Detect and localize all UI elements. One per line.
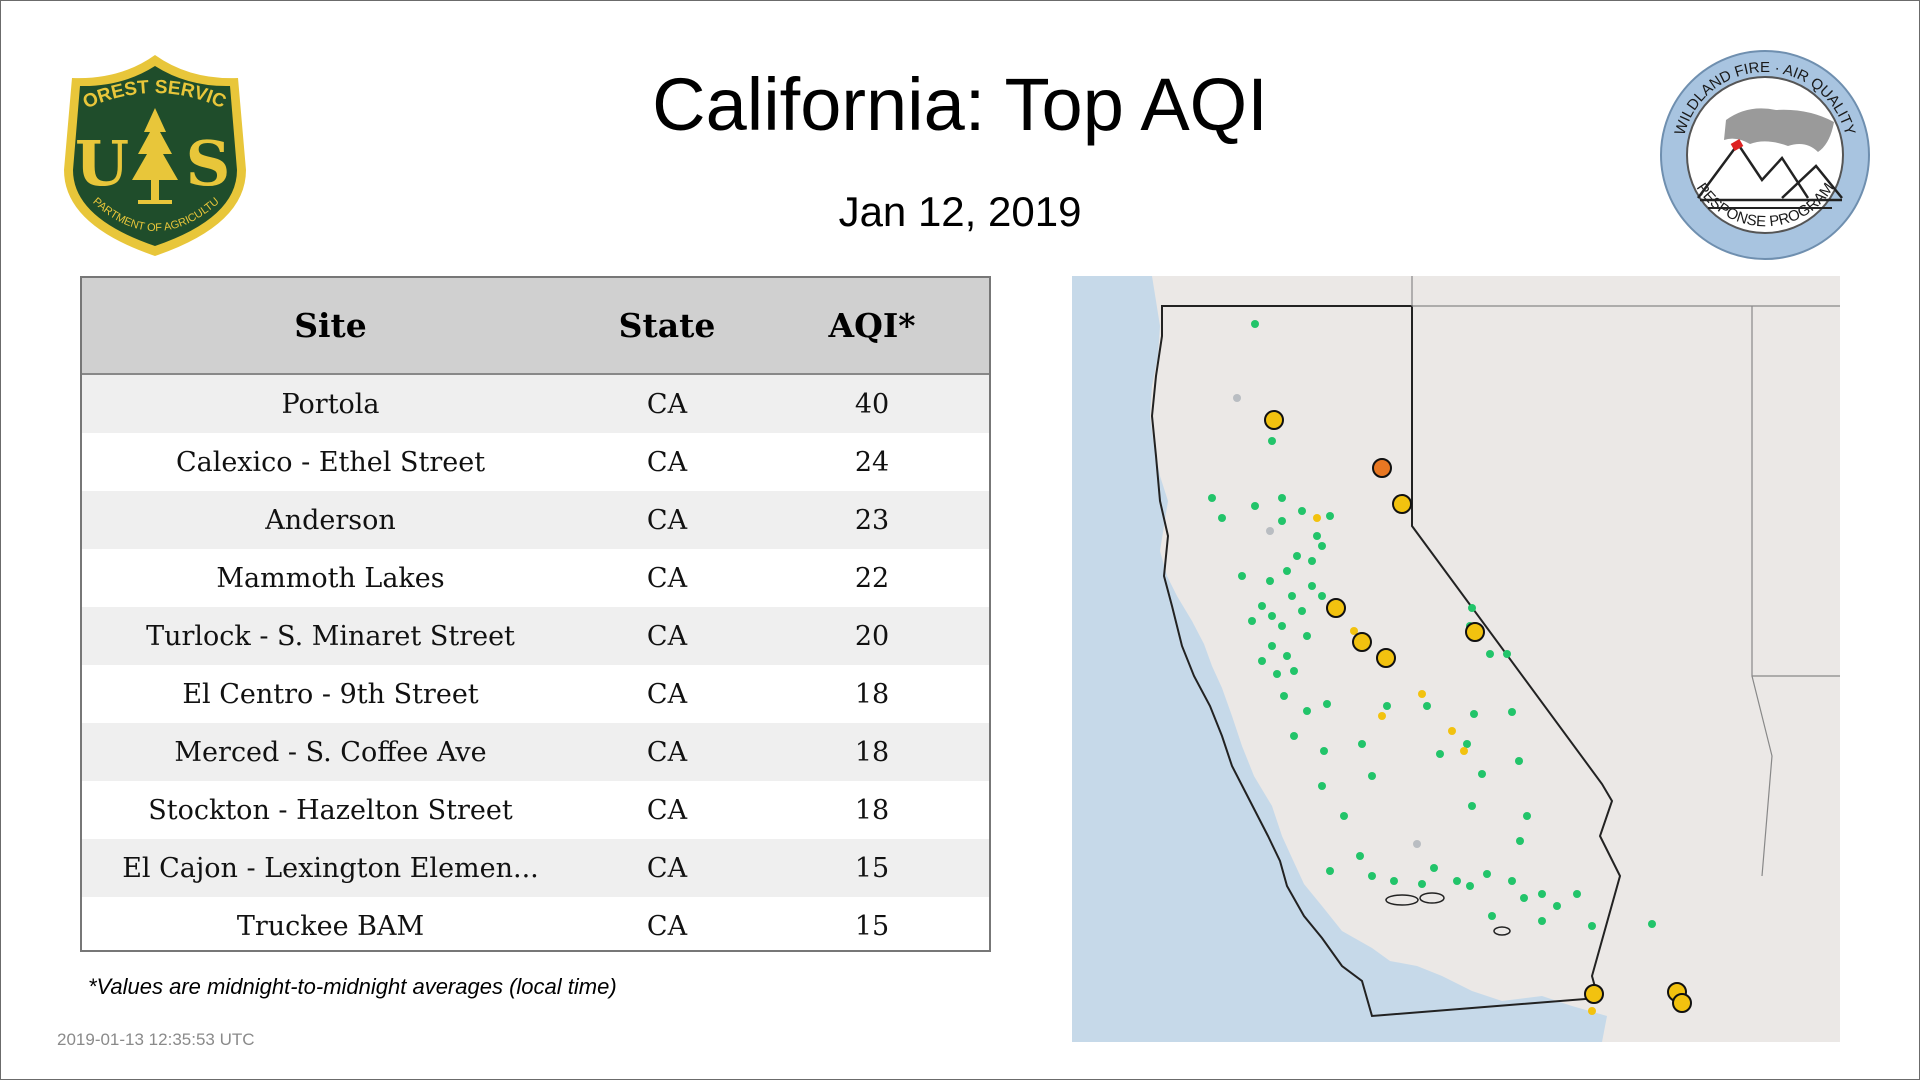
state-cell: CA <box>579 607 755 665</box>
site-cell: Stockton - Hazelton Street <box>82 781 579 839</box>
channel-island <box>1385 894 1419 906</box>
table-row: Merced - S. Coffee Ave CA 18 <box>82 723 989 781</box>
map-marker-portola <box>1372 458 1392 478</box>
state-cell: CA <box>579 549 755 607</box>
aqi-cell: 18 <box>755 781 989 839</box>
table-row: Stockton - Hazelton Street CA 18 <box>82 781 989 839</box>
aqi-cell: 20 <box>755 607 989 665</box>
site-cell: Calexico - Ethel Street <box>82 433 579 491</box>
aqi-cell: 23 <box>755 491 989 549</box>
column-header-state: State <box>579 278 755 375</box>
table-row: Mammoth Lakes CA 22 <box>82 549 989 607</box>
aqi-cell: 15 <box>755 897 989 950</box>
wildland-fire-air-quality-logo: WILDLAND FIRE · AIR QUALITY RESPONSE PRO… <box>1660 50 1870 260</box>
map-marker-stockton <box>1326 598 1346 618</box>
channel-island <box>1419 892 1445 904</box>
map-marker-merced <box>1376 648 1396 668</box>
table-row: Truckee BAM CA 15 <box>82 897 989 950</box>
column-header-site: Site <box>82 278 579 375</box>
state-cell: CA <box>579 839 755 897</box>
site-cell: El Centro - 9th Street <box>82 665 579 723</box>
map-marker-mammoth-lakes <box>1465 622 1485 642</box>
site-cell: Merced - S. Coffee Ave <box>82 723 579 781</box>
svg-text:S: S <box>186 127 231 200</box>
map-marker-el-cajon <box>1584 984 1604 1004</box>
map-marker-truckee <box>1392 494 1412 514</box>
site-cell: Anderson <box>82 491 579 549</box>
aqi-table: Site State AQI* Portola CA 40 Calexico -… <box>80 276 991 952</box>
state-cell: CA <box>579 781 755 839</box>
aqi-cell: 18 <box>755 665 989 723</box>
table-row: El Centro - 9th Street CA 18 <box>82 665 989 723</box>
map-marker-calexico <box>1672 993 1692 1013</box>
forest-service-shield-logo: FOREST SERVICE U S DEPARTMENT OF AGRICUL… <box>50 50 246 256</box>
state-cell: CA <box>579 374 755 433</box>
page-title: California: Top AQI <box>652 63 1268 146</box>
table-row: Turlock - S. Minaret Street CA 20 <box>82 607 989 665</box>
site-cell: Portola <box>82 374 579 433</box>
aqi-cell: 22 <box>755 549 989 607</box>
aqi-cell: 40 <box>755 374 989 433</box>
site-cell: Mammoth Lakes <box>82 549 579 607</box>
moderate-small-monitors <box>1313 514 1596 1015</box>
good-aqi-monitors <box>1208 320 1656 930</box>
generated-timestamp: 2019-01-13 12:35:53 UTC <box>57 1030 255 1049</box>
map-marker-turlock <box>1352 632 1372 652</box>
state-cell: CA <box>579 491 755 549</box>
aqi-cell: 24 <box>755 433 989 491</box>
nodata-monitors <box>1233 394 1421 848</box>
aqi-cell: 15 <box>755 839 989 897</box>
smoke-mountains-icon <box>1696 108 1843 209</box>
map-marker-anderson <box>1264 410 1284 430</box>
state-cell: CA <box>579 897 755 950</box>
state-cell: CA <box>579 433 755 491</box>
aqi-footnote: *Values are midnight-to-midnight average… <box>88 974 617 999</box>
state-cell: CA <box>579 723 755 781</box>
table-row: Calexico - Ethel Street CA 24 <box>82 433 989 491</box>
table-row: Anderson CA 23 <box>82 491 989 549</box>
state-cell: CA <box>579 665 755 723</box>
site-cell: El Cajon - Lexington Elemen... <box>82 839 579 897</box>
svg-text:U: U <box>75 127 129 200</box>
table-row: El Cajon - Lexington Elemen... CA 15 <box>82 839 989 897</box>
column-header-aqi: AQI* <box>755 278 989 375</box>
top-aqi-markers <box>1264 410 1692 1013</box>
page-date: Jan 12, 2019 <box>838 188 1082 235</box>
map-land <box>1150 276 1840 1042</box>
california-border <box>1150 305 1622 1018</box>
aqi-cell: 18 <box>755 723 989 781</box>
california-aqi-map <box>1072 276 1840 1042</box>
site-cell: Truckee BAM <box>82 897 579 950</box>
pine-tree-icon <box>132 108 178 204</box>
table-row: Portola CA 40 <box>82 374 989 433</box>
state-borders <box>1411 276 1840 877</box>
site-cell: Turlock - S. Minaret Street <box>82 607 579 665</box>
channel-island <box>1493 926 1511 936</box>
table-header-row: Site State AQI* <box>82 278 989 375</box>
